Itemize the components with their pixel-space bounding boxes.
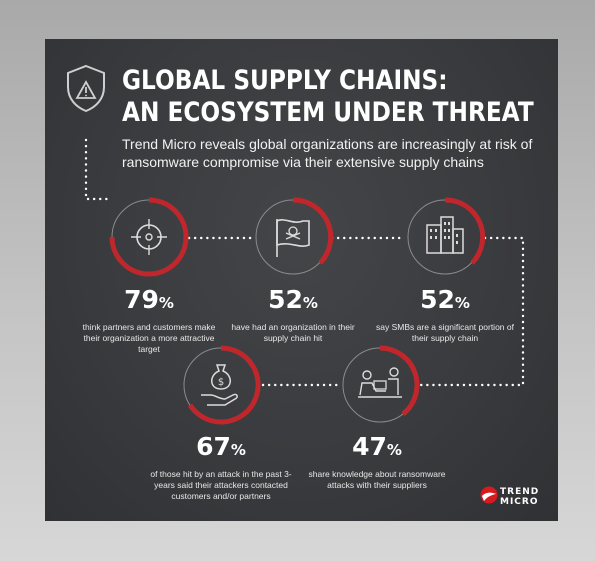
money-bag-hand-icon: $ <box>183 345 261 425</box>
office-buildings-icon <box>407 197 485 275</box>
pirate-flag-icon <box>255 197 333 275</box>
stat-share-knowledge: 47% share knowledge about ransomware att… <box>307 434 447 491</box>
stat-unit: % <box>386 441 402 459</box>
stat-value: 47 <box>352 432 387 461</box>
stat-value: 52 <box>268 285 303 314</box>
stat-unit: % <box>302 294 318 312</box>
page-subtitle: Trend Micro reveals global organizations… <box>122 136 533 170</box>
trend-micro-logo-icon <box>480 486 498 504</box>
stat-description: of those hit by an attack in the past 3-… <box>150 469 292 501</box>
trend-micro-logo-text: TREND MICRO <box>500 487 540 507</box>
stat-unit: % <box>454 294 470 312</box>
stat-description: have had an organization in their supply… <box>231 322 355 343</box>
page-title: GLOBAL SUPPLY CHAINS: AN ECOSYSTEM UNDER… <box>122 65 534 128</box>
infographic-card: GLOBAL SUPPLY CHAINS: AN ECOSYSTEM UNDER… <box>45 39 558 521</box>
stat-value: 52 <box>420 285 455 314</box>
stat-smb-portion: 52% say SMBs are a significant portion o… <box>375 287 515 344</box>
connector-lines <box>84 138 525 387</box>
stat-value: 67 <box>196 432 231 461</box>
stat-unit: % <box>158 294 174 312</box>
stat-description: think partners and customers make their … <box>82 322 216 354</box>
stat-unit: % <box>230 441 246 459</box>
shield-warning-icon <box>67 64 105 113</box>
svg-text:$: $ <box>218 377 224 388</box>
stat-description: say SMBs are a significant portion of th… <box>376 322 514 343</box>
stat-supply-chain-hit: 52% have had an organization in their su… <box>223 287 363 344</box>
people-collaborating-icon <box>342 345 420 423</box>
stat-value: 79 <box>124 285 159 314</box>
target-crosshair-icon <box>109 197 189 277</box>
stat-attractive-target: 79% think partners and customers make th… <box>74 287 224 355</box>
stat-description: share knowledge about ransomware attacks… <box>308 469 446 490</box>
trend-micro-logo: TREND MICRO <box>480 485 550 511</box>
stat-attackers-contacted: 67% of those hit by an attack in the pas… <box>141 434 301 502</box>
